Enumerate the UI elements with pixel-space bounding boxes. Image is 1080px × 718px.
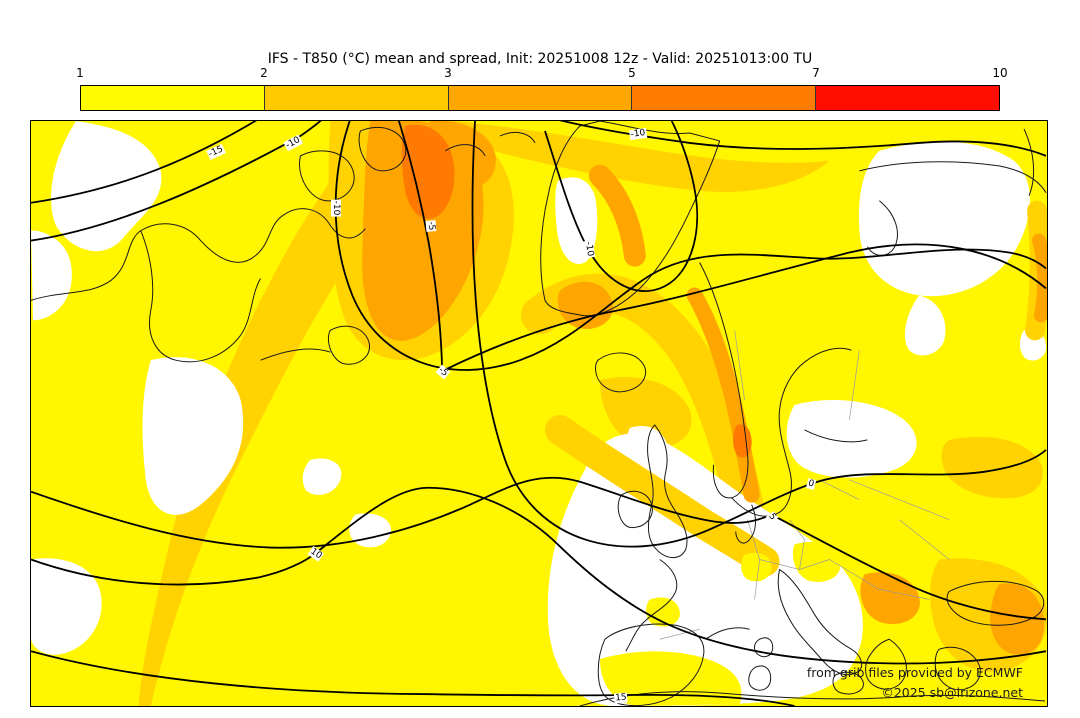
spread-colorbar (80, 85, 1000, 111)
weather-map-svg (31, 121, 1047, 706)
contour-label: -5 (425, 220, 437, 232)
colorbar-tick: 5 (628, 66, 636, 80)
colorbar-tick: 2 (260, 66, 268, 80)
colorbar-tick: 10 (992, 66, 1008, 80)
contour-label: -10 (331, 199, 341, 217)
page-title: IFS - T850 (°C) mean and spread, Init: 2… (267, 51, 813, 67)
colorbar-segment-2-3 (264, 86, 449, 110)
attribution-copyright: ©2025 sb@irizone.net (881, 685, 1023, 700)
mean-contour-layer (31, 121, 1047, 706)
map-panel: -15 -10 -10 -10 -10 -5 -5 0 5 10 15 from grib file… (30, 120, 1048, 707)
contour-label: 15 (613, 692, 629, 704)
colorbar-segment-5-7 (632, 86, 817, 110)
country-border-layer (659, 330, 950, 640)
spread-shading-layer (31, 121, 1047, 706)
colorbar-segment-1-2 (81, 86, 265, 110)
colorbar-tick: 7 (812, 66, 820, 80)
colorbar-segment-7-10 (816, 86, 999, 110)
colorbar-tick: 3 (444, 66, 452, 80)
attribution-source: from grib files provided by ECMWF (806, 665, 1023, 680)
colorbar-tick: 1 (76, 66, 84, 80)
colorbar-segment-3-5 (448, 86, 633, 110)
colorbar-tick-labels: 1 2 3 5 7 10 (76, 66, 1007, 80)
